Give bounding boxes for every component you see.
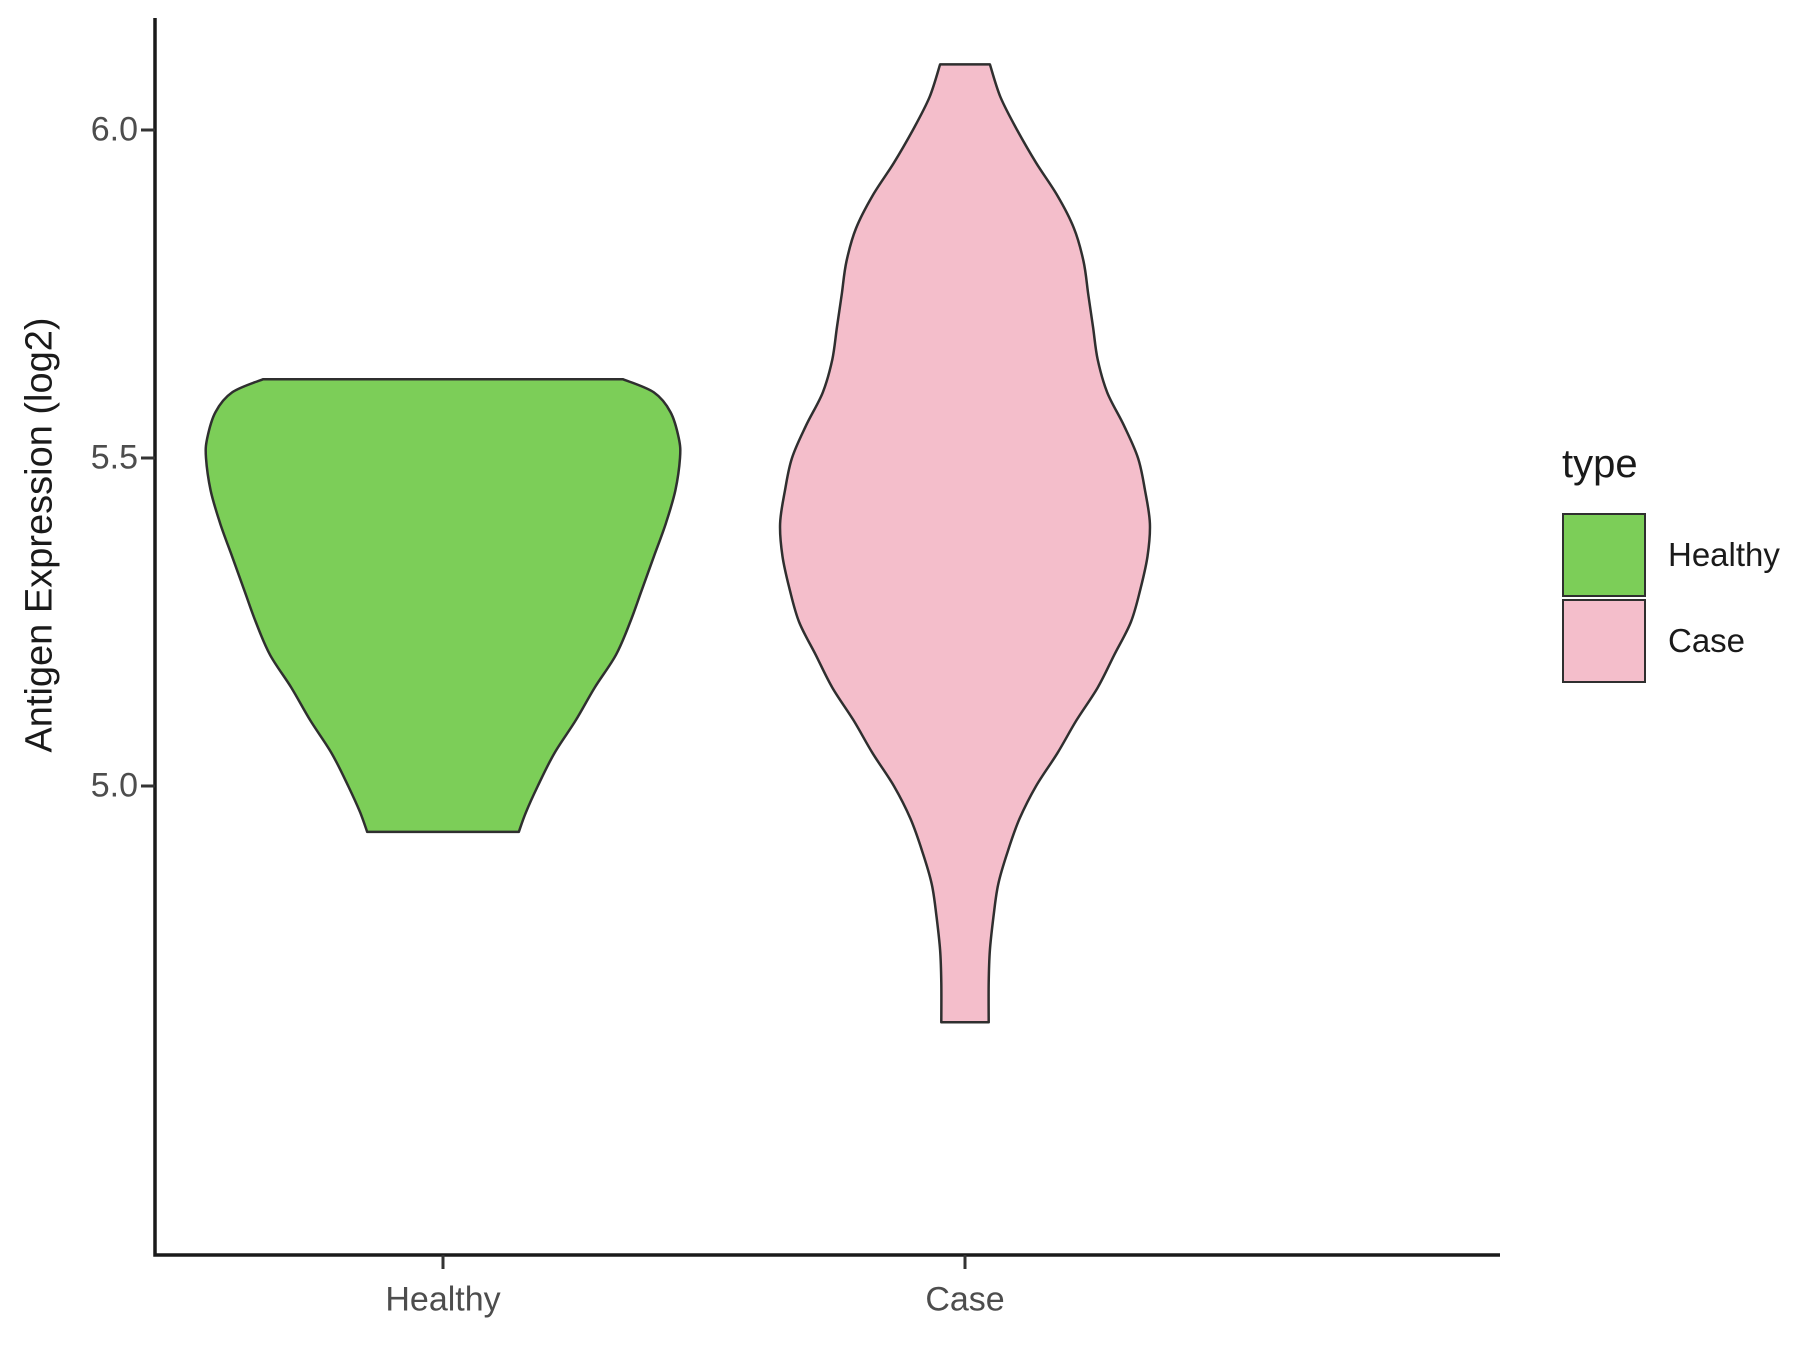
violin-case: [778, 63, 1152, 1024]
y-axis-title: Antigen Expression (log2): [18, 317, 61, 753]
legend-swatch-healthy: [1562, 513, 1646, 597]
axis-lines: [153, 18, 1500, 1257]
legend-label-healthy: Healthy: [1668, 536, 1780, 573]
y-tick-label: 5.0: [90, 766, 138, 805]
y-tick-label: 5.5: [90, 438, 138, 477]
y-tick-label: 6.0: [90, 110, 138, 149]
violin-healthy: [204, 378, 682, 834]
legend-item-healthy: Healthy: [1562, 513, 1780, 597]
x-tick-label: Healthy: [385, 1280, 501, 1319]
legend-title: type: [1562, 442, 1638, 486]
legend: type Healthy Case: [1562, 442, 1780, 685]
legend-swatch-case: [1562, 599, 1646, 683]
legend-item-case: Case: [1562, 599, 1780, 683]
legend-label-case: Case: [1668, 622, 1746, 659]
x-tick-label: Case: [925, 1280, 1005, 1319]
